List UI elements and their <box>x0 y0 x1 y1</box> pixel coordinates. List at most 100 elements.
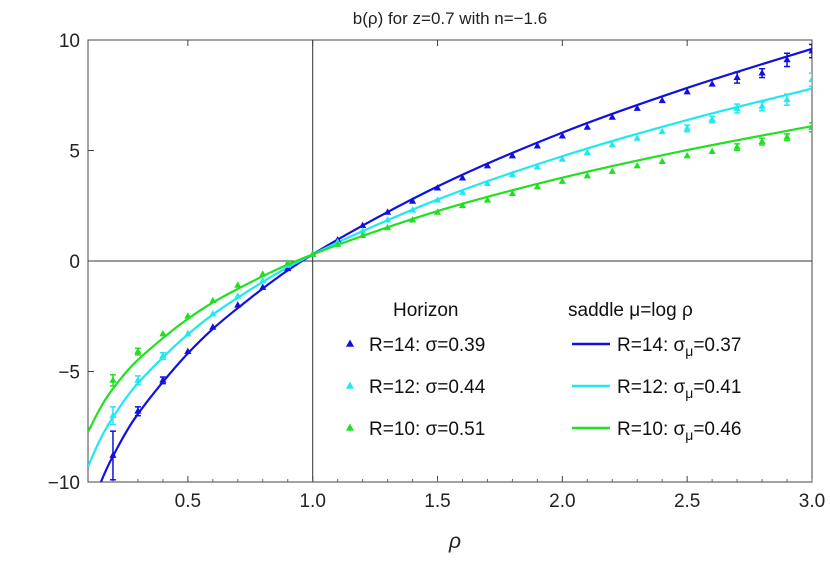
data-point-1 <box>259 276 267 284</box>
legend-label-lines-0: R=14: σμ=0.37 <box>617 335 741 359</box>
data-point-1 <box>683 124 691 131</box>
data-point-0 <box>808 47 812 54</box>
data-point-1 <box>608 140 616 148</box>
data-point-0 <box>284 264 292 272</box>
data-point-0 <box>408 197 417 204</box>
data-point-0 <box>533 142 541 149</box>
data-point-0 <box>633 104 641 111</box>
data-point-0 <box>209 323 217 330</box>
data-point-0 <box>758 69 766 76</box>
data-point-2 <box>608 167 616 174</box>
data-point-2 <box>458 201 467 209</box>
data-point-2 <box>359 231 367 238</box>
data-point-2 <box>234 281 242 288</box>
y-tick-label: −5 <box>58 363 80 384</box>
data-point-0 <box>483 161 492 169</box>
data-point-2 <box>408 216 417 223</box>
data-point-2 <box>483 196 492 203</box>
data-point-2 <box>259 270 267 277</box>
data-point-1 <box>558 155 566 162</box>
data-point-2 <box>508 189 517 196</box>
data-point-2 <box>109 376 117 383</box>
data-point-2 <box>783 133 791 140</box>
data-point-2 <box>758 137 766 145</box>
data-point-1 <box>159 352 167 359</box>
data-point-0 <box>159 376 167 383</box>
x-tick-label: 1.0 <box>299 491 325 512</box>
data-point-0 <box>184 347 192 355</box>
data-point-1 <box>408 206 417 213</box>
fit-line-0 <box>99 47 812 482</box>
data-point-2 <box>708 147 716 155</box>
data-point-0 <box>658 96 666 104</box>
data-point-0 <box>583 123 591 130</box>
legend-marker-2 <box>345 423 355 431</box>
data-point-2 <box>533 182 541 190</box>
fit-lines <box>88 47 812 482</box>
data-point-1 <box>483 179 492 187</box>
data-point-1 <box>808 75 812 83</box>
legend-heading-points: Horizon <box>393 300 458 321</box>
data-point-1 <box>209 310 217 317</box>
legend-heading-lines: saddle μ=log ρ <box>568 300 693 321</box>
data-point-0 <box>733 73 741 80</box>
data-point-0 <box>234 301 242 308</box>
data-point-0 <box>508 152 517 159</box>
legend-label-points-2: R=10: σ=0.51 <box>369 419 485 440</box>
legend-label-points-0: R=14: σ=0.39 <box>369 335 485 356</box>
data-point-1 <box>583 148 591 156</box>
data-point-2 <box>583 171 591 179</box>
data-point-2 <box>134 347 142 355</box>
data-point-1 <box>758 102 766 109</box>
y-tick-label: −10 <box>48 473 80 494</box>
data-point-1 <box>109 411 117 419</box>
x-tick-label: 2.0 <box>549 491 575 512</box>
data-point-1 <box>658 127 666 135</box>
data-point-1 <box>633 134 641 141</box>
data-point-2 <box>309 250 317 257</box>
data-point-2 <box>808 123 812 130</box>
data-point-1 <box>383 216 392 223</box>
data-point-2 <box>558 177 566 184</box>
data-point-2 <box>184 312 192 319</box>
data-point-2 <box>658 157 666 164</box>
data-point-1 <box>359 227 367 234</box>
data-point-2 <box>284 259 292 266</box>
data-point-0 <box>383 208 392 215</box>
data-points <box>109 43 812 481</box>
data-point-0 <box>558 132 566 139</box>
data-point-2 <box>383 223 392 231</box>
x-axis-label: ρ <box>448 530 461 553</box>
data-point-0 <box>783 55 791 63</box>
y-tick-label: 0 <box>69 252 80 273</box>
x-tick-label: 1.5 <box>424 491 450 512</box>
y-tick-label: 10 <box>59 31 80 52</box>
x-tick-label: 2.5 <box>674 491 700 512</box>
data-point-0 <box>134 407 142 414</box>
data-point-0 <box>708 80 716 87</box>
data-point-1 <box>783 95 791 103</box>
data-point-1 <box>433 196 442 203</box>
data-point-0 <box>433 184 442 191</box>
data-point-2 <box>334 240 342 247</box>
chart-title: b(ρ) for z=0.7 with n=−1.6 <box>353 9 547 28</box>
data-point-0 <box>359 221 367 229</box>
data-point-1 <box>708 115 716 122</box>
data-point-2 <box>209 296 217 304</box>
fit-line-1 <box>88 87 812 467</box>
data-point-0 <box>259 283 267 290</box>
data-point-0 <box>458 174 467 181</box>
y-tick-label: 5 <box>69 142 80 163</box>
legend-marker-0 <box>345 339 355 347</box>
x-tick-label: 0.5 <box>175 491 201 512</box>
legend-label-points-1: R=12: σ=0.44 <box>369 377 486 398</box>
axes: 0.5 1.0 1.5 2.0 2.5 3.0 −10 −5 0 5 10 <box>48 31 825 512</box>
data-point-0 <box>683 87 691 95</box>
data-point-1 <box>458 188 467 195</box>
data-point-1 <box>134 376 142 383</box>
data-point-0 <box>109 451 117 458</box>
data-point-2 <box>733 143 741 150</box>
data-point-1 <box>733 104 741 111</box>
data-point-2 <box>159 329 167 337</box>
